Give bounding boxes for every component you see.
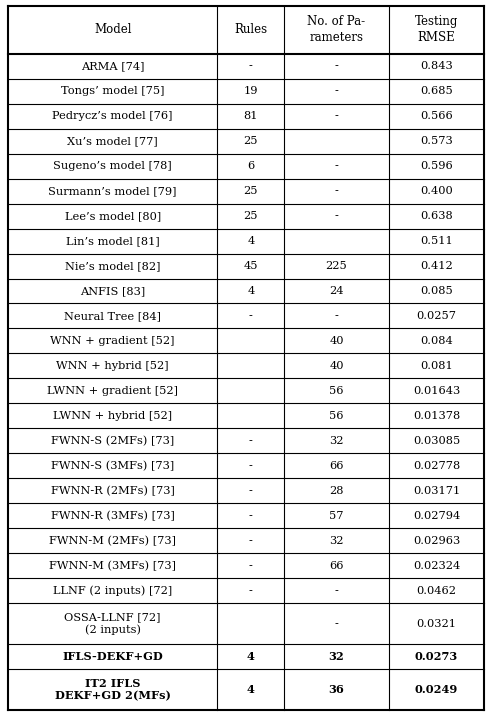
Text: OSSA-LLNF [72]
(2 inputs): OSSA-LLNF [72] (2 inputs) [64, 613, 161, 635]
Text: 66: 66 [329, 461, 344, 471]
Text: 32: 32 [329, 536, 344, 546]
Text: 0.02794: 0.02794 [413, 511, 460, 521]
Text: -: - [335, 186, 338, 196]
Text: 0.02963: 0.02963 [413, 536, 460, 546]
Text: FWNN-R (3MFs) [73]: FWNN-R (3MFs) [73] [51, 511, 175, 521]
Text: 4: 4 [247, 236, 254, 246]
Text: -: - [249, 461, 253, 471]
Text: 32: 32 [329, 436, 344, 446]
Text: Xu’s model [77]: Xu’s model [77] [67, 136, 158, 146]
Text: 0.0321: 0.0321 [416, 619, 457, 629]
Text: FWNN-M (2MFs) [73]: FWNN-M (2MFs) [73] [49, 536, 176, 546]
Text: 40: 40 [329, 361, 344, 371]
Text: 4: 4 [247, 286, 254, 296]
Text: 24: 24 [329, 286, 344, 296]
Text: -: - [249, 561, 253, 571]
Text: -: - [335, 86, 338, 96]
Text: -: - [249, 536, 253, 546]
Text: -: - [249, 511, 253, 521]
Text: -: - [249, 61, 253, 71]
Text: LWNN + gradient [52]: LWNN + gradient [52] [47, 386, 178, 396]
Text: 6: 6 [247, 161, 254, 171]
Text: IT2 IFLS
DEKF+GD 2(MFs): IT2 IFLS DEKF+GD 2(MFs) [55, 677, 171, 702]
Text: 0.0249: 0.0249 [415, 684, 458, 695]
Text: 25: 25 [244, 136, 258, 146]
Text: 0.085: 0.085 [420, 286, 453, 296]
Text: 0.400: 0.400 [420, 186, 453, 196]
Text: Nie’s model [82]: Nie’s model [82] [65, 261, 160, 271]
Text: 0.685: 0.685 [420, 86, 453, 96]
Text: 0.0273: 0.0273 [415, 651, 458, 662]
Text: FWNN-S (3MFs) [73]: FWNN-S (3MFs) [73] [51, 460, 174, 471]
Text: 0.01643: 0.01643 [413, 386, 460, 396]
Text: -: - [249, 436, 253, 446]
Text: 32: 32 [329, 651, 344, 662]
Text: 0.843: 0.843 [420, 61, 453, 71]
Text: 0.0257: 0.0257 [416, 311, 457, 321]
Text: 0.02324: 0.02324 [413, 561, 460, 571]
Text: -: - [335, 61, 338, 71]
Text: -: - [249, 311, 253, 321]
Text: 0.0462: 0.0462 [416, 586, 457, 596]
Text: Tongs’ model [75]: Tongs’ model [75] [61, 86, 164, 96]
Text: -: - [335, 161, 338, 171]
Text: 0.573: 0.573 [420, 136, 453, 146]
Text: -: - [335, 619, 338, 629]
Text: WNN + gradient [52]: WNN + gradient [52] [51, 336, 175, 346]
Text: Testing
RMSE: Testing RMSE [415, 15, 458, 44]
Text: 0.596: 0.596 [420, 161, 453, 171]
Text: 56: 56 [329, 386, 344, 396]
Text: 36: 36 [329, 684, 344, 695]
Text: 0.511: 0.511 [420, 236, 453, 246]
Text: Lin’s model [81]: Lin’s model [81] [66, 236, 159, 246]
Text: No. of Pa-
rameters: No. of Pa- rameters [308, 15, 366, 44]
Text: -: - [249, 586, 253, 596]
Text: 0.081: 0.081 [420, 361, 453, 371]
Text: 0.638: 0.638 [420, 211, 453, 221]
Text: 19: 19 [244, 86, 258, 96]
Text: 25: 25 [244, 211, 258, 221]
Text: Surmann’s model [79]: Surmann’s model [79] [49, 186, 177, 196]
Text: 0.412: 0.412 [420, 261, 453, 271]
Text: -: - [249, 486, 253, 496]
Text: 28: 28 [329, 486, 344, 496]
Text: Rules: Rules [234, 24, 267, 37]
Text: FWNN-S (2MFs) [73]: FWNN-S (2MFs) [73] [51, 436, 174, 446]
Text: Sugeno’s model [78]: Sugeno’s model [78] [53, 161, 172, 171]
Text: 40: 40 [329, 336, 344, 346]
Text: FWNN-R (2MFs) [73]: FWNN-R (2MFs) [73] [51, 485, 175, 496]
Text: IFLS-DEKF+GD: IFLS-DEKF+GD [62, 651, 163, 662]
Text: 81: 81 [244, 111, 258, 121]
Text: Model: Model [94, 24, 131, 37]
Text: 0.03171: 0.03171 [413, 486, 460, 496]
Text: Lee’s model [80]: Lee’s model [80] [64, 211, 161, 221]
Text: ANFIS [83]: ANFIS [83] [80, 286, 145, 296]
Text: 0.02778: 0.02778 [413, 461, 460, 471]
Text: Neural Tree [84]: Neural Tree [84] [64, 311, 161, 321]
Text: 25: 25 [244, 186, 258, 196]
Text: 0.01378: 0.01378 [413, 411, 460, 421]
Text: Pedrycz’s model [76]: Pedrycz’s model [76] [53, 111, 173, 121]
Text: 66: 66 [329, 561, 344, 571]
Text: -: - [335, 211, 338, 221]
Text: 4: 4 [247, 684, 255, 695]
Text: 225: 225 [326, 261, 347, 271]
Text: -: - [335, 311, 338, 321]
Text: ARMA [74]: ARMA [74] [81, 61, 145, 71]
Text: -: - [335, 111, 338, 121]
Text: 56: 56 [329, 411, 344, 421]
Text: WNN + hybrid [52]: WNN + hybrid [52] [57, 361, 169, 371]
Text: FWNN-M (3MFs) [73]: FWNN-M (3MFs) [73] [49, 561, 176, 571]
Text: 0.03085: 0.03085 [413, 436, 460, 446]
Text: 0.084: 0.084 [420, 336, 453, 346]
Text: 45: 45 [244, 261, 258, 271]
Text: -: - [335, 586, 338, 596]
Text: 4: 4 [247, 651, 255, 662]
Text: LLNF (2 inputs) [72]: LLNF (2 inputs) [72] [53, 586, 172, 596]
Text: LWNN + hybrid [52]: LWNN + hybrid [52] [53, 411, 172, 421]
Text: 0.566: 0.566 [420, 111, 453, 121]
Text: 57: 57 [329, 511, 344, 521]
